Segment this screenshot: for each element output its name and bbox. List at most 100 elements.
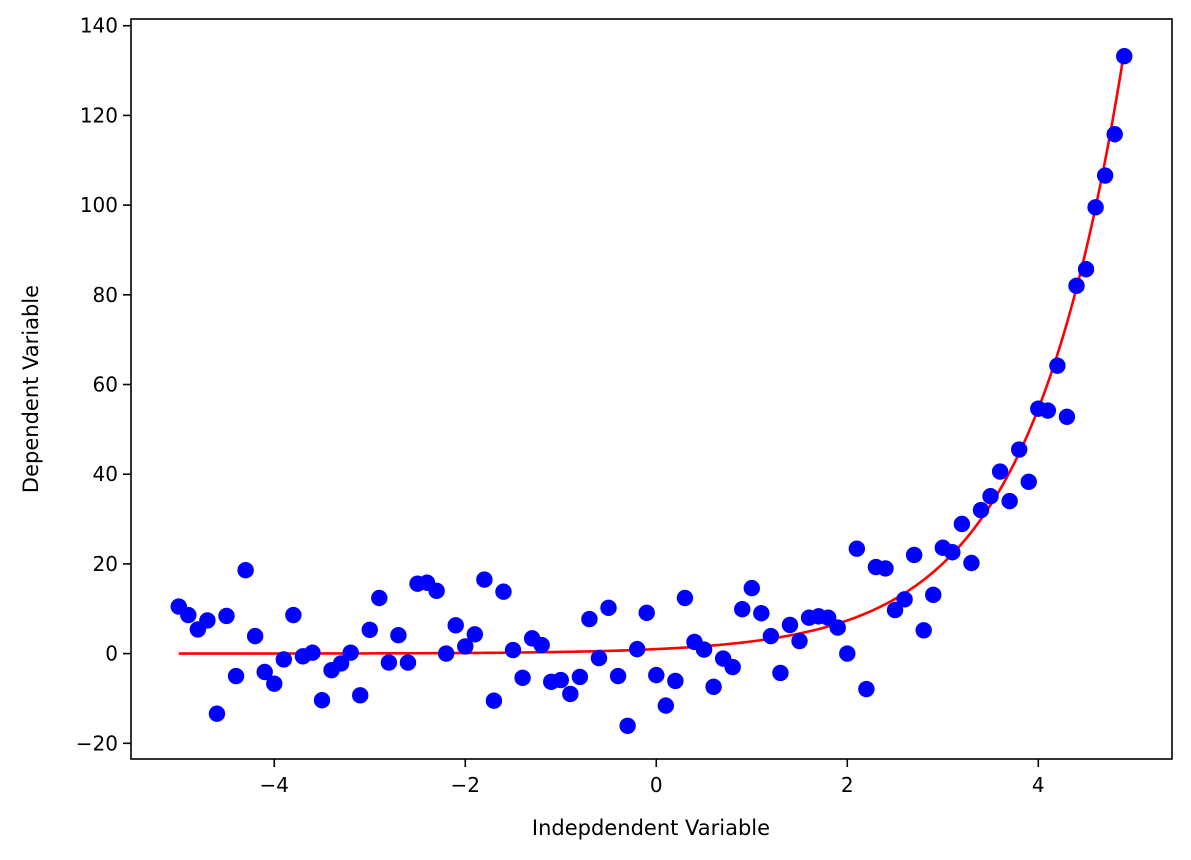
data-point [218,607,235,625]
data-point [428,582,445,600]
data-point [495,583,512,600]
data-point [829,619,846,636]
data-point [1077,261,1095,278]
data-point [275,651,293,668]
data-point [590,649,608,667]
data-point [772,664,789,682]
data-point [237,561,254,579]
data-point [858,680,875,698]
data-point [944,544,961,561]
data-point [361,621,378,639]
plot-frame [130,18,1173,760]
y-tick-label: 40 [93,462,118,486]
y-tick-label: 60 [93,373,118,397]
data-point [285,606,302,624]
data-point [571,668,589,686]
data-point [695,641,713,658]
x-tick-label: −2 [451,773,480,797]
data-point [963,554,980,572]
data-point [180,606,197,624]
data-point [1116,48,1133,65]
data-point [839,645,856,662]
data-point [1058,408,1076,426]
data-point [848,540,866,557]
data-point [352,687,369,704]
data-point [380,654,398,671]
data-point [619,717,636,735]
data-point [609,667,627,685]
data-point [514,669,531,687]
x-tick-label: 2 [841,773,854,797]
data-point [628,640,646,658]
data-point [1087,199,1104,216]
data-point [437,645,455,662]
data-point [972,501,990,519]
fit-curve-layer [178,51,1126,655]
data-point [246,627,264,645]
data-point [1096,167,1114,184]
y-tick-label: −20 [76,731,118,755]
data-point [1001,492,1018,510]
data-point [227,667,245,685]
x-tick-label: 4 [1032,773,1045,797]
data-point [1049,357,1066,374]
data-point [991,463,1009,480]
data-point [466,626,484,643]
data-point [256,663,273,681]
data-point [447,617,464,634]
data-point [1020,473,1037,491]
data-point [781,616,799,634]
data-point [648,666,665,684]
y-axis-label: Dependent Variable [19,285,43,493]
y-tick-label: 0 [105,642,118,666]
data-point [1106,126,1123,143]
data-point [600,599,617,617]
data-point [791,632,808,650]
y-tick-label: 20 [93,552,118,576]
data-point [1068,277,1085,295]
data-point [676,589,694,607]
data-point [581,610,598,628]
y-axis-ticks: −20 0 20 40 60 80 100 120 140 [76,14,131,755]
y-tick-label: 140 [80,14,118,38]
data-point [657,697,675,714]
data-point [638,604,655,621]
data-point [667,672,684,690]
data-point [734,601,751,618]
x-tick-label: −4 [260,773,289,797]
data-point [208,705,226,722]
y-tick-label: 120 [80,103,118,127]
data-point [457,638,474,655]
data-point [753,605,770,622]
data-point [896,591,913,608]
data-point [371,589,388,607]
data-point [504,641,522,659]
x-tick-label: 0 [650,773,663,797]
data-point [313,692,331,709]
data-point [705,678,722,695]
data-point [762,627,780,645]
x-axis-ticks: −4 −2 0 2 4 [260,759,1045,797]
plot-background [131,19,1172,759]
data-point [266,675,283,692]
data-point [1039,402,1057,419]
data-point [476,571,493,588]
data-point [304,644,321,661]
y-tick-label: 80 [93,283,118,307]
data-point [953,515,971,533]
data-point [562,685,579,703]
data-point [743,579,760,597]
data-point [925,586,942,604]
fit-curve-line [178,51,1126,655]
data-point [390,627,407,644]
data-point [342,644,359,661]
data-point [332,655,350,672]
data-point [399,654,417,671]
data-point [485,692,503,709]
data-point [552,671,569,689]
data-point [199,612,216,629]
data-point [905,546,923,564]
data-point [1010,441,1028,458]
data-point [982,487,999,505]
